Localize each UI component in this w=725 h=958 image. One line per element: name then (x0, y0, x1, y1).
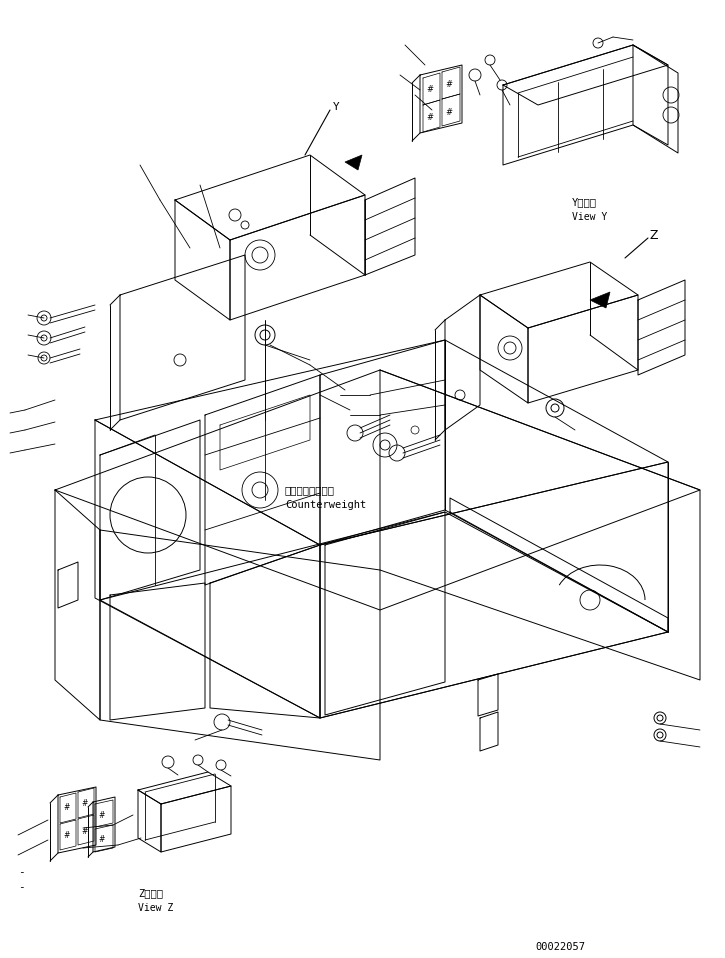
Text: #: # (426, 84, 433, 94)
Text: Y: Y (333, 102, 340, 112)
Text: カウンタウェイト: カウンタウェイト (285, 485, 335, 495)
Text: Z: Z (650, 229, 658, 241)
Text: #: # (445, 107, 452, 117)
Text: Y　　視: Y 視 (572, 197, 597, 207)
Text: View Z: View Z (138, 903, 173, 913)
Text: #: # (63, 804, 70, 812)
Text: #: # (98, 835, 104, 845)
Text: -: - (18, 867, 25, 877)
Text: Counterweight: Counterweight (285, 500, 366, 510)
Text: -: - (18, 882, 25, 892)
Text: 00022057: 00022057 (535, 942, 585, 952)
Text: #: # (81, 827, 88, 835)
Text: #: # (81, 799, 88, 808)
Text: #: # (445, 80, 452, 88)
Text: View Y: View Y (572, 212, 608, 222)
Text: #: # (98, 810, 104, 819)
Text: #: # (426, 112, 433, 122)
Text: Z　　視: Z 視 (138, 888, 163, 898)
Text: #: # (63, 831, 70, 839)
Polygon shape (345, 155, 362, 170)
Polygon shape (590, 292, 610, 308)
